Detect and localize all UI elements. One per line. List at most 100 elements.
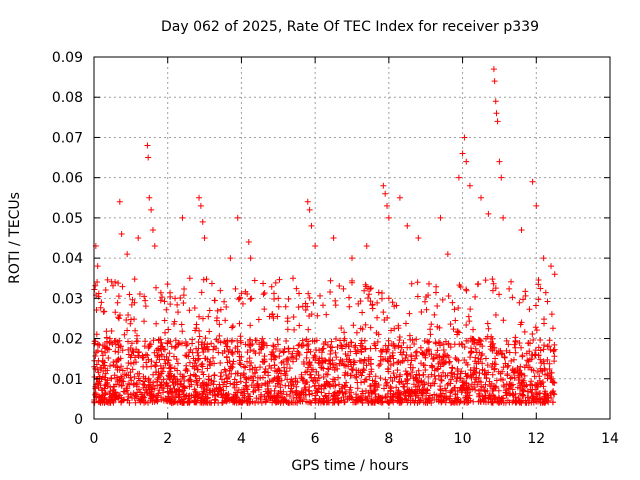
data-point — [347, 348, 354, 355]
data-point — [340, 285, 347, 292]
data-point — [101, 362, 108, 369]
data-point — [182, 339, 189, 346]
data-point — [428, 351, 435, 358]
data-point — [256, 350, 263, 357]
data-point — [485, 210, 492, 217]
data-point — [133, 332, 140, 339]
data-point — [534, 368, 541, 375]
data-point — [375, 362, 382, 369]
data-point — [390, 370, 397, 377]
data-point — [141, 394, 148, 401]
data-point — [541, 320, 548, 327]
data-point — [334, 390, 341, 397]
data-point — [407, 361, 414, 368]
data-point — [337, 360, 344, 367]
data-point — [455, 357, 462, 364]
chart-title: Day 062 of 2025, Rate Of TEC Index for r… — [161, 19, 539, 35]
data-point — [150, 383, 157, 390]
data-point — [457, 398, 464, 405]
data-point — [495, 399, 502, 406]
data-point — [362, 345, 369, 352]
data-point — [304, 198, 311, 205]
data-point — [548, 375, 555, 382]
data-point — [107, 363, 114, 370]
data-point — [275, 295, 282, 302]
data-point — [223, 304, 230, 311]
data-point — [236, 353, 243, 360]
data-point — [244, 386, 251, 393]
data-point — [198, 399, 205, 406]
data-point — [534, 379, 541, 386]
data-point — [415, 235, 422, 241]
data-point — [338, 397, 345, 404]
data-point — [505, 341, 512, 348]
data-point — [255, 316, 262, 323]
data-point — [518, 382, 525, 389]
data-point — [159, 294, 166, 301]
data-point — [148, 206, 155, 213]
data-point — [404, 222, 411, 229]
data-point — [303, 336, 310, 343]
data-point — [518, 226, 525, 233]
data-point — [205, 376, 212, 383]
data-point — [514, 384, 521, 391]
data-point — [432, 340, 439, 347]
data-point — [444, 381, 451, 388]
data-point — [385, 358, 392, 365]
data-point — [129, 348, 136, 355]
data-point — [431, 396, 438, 403]
data-point — [518, 397, 525, 404]
data-point — [115, 293, 122, 300]
data-point — [358, 358, 365, 365]
data-point — [284, 376, 291, 383]
data-point — [530, 393, 537, 400]
data-point — [169, 378, 176, 385]
data-point — [174, 301, 181, 308]
data-point — [100, 308, 107, 315]
data-point — [359, 369, 366, 376]
data-point — [309, 390, 316, 397]
data-point — [182, 352, 189, 359]
data-point — [208, 340, 215, 347]
data-point — [311, 397, 318, 404]
data-point — [127, 320, 134, 327]
data-point — [114, 299, 121, 306]
data-point — [433, 392, 440, 399]
data-point — [128, 377, 135, 384]
data-point — [548, 369, 555, 376]
data-point — [531, 397, 538, 404]
data-point — [246, 362, 253, 369]
data-point — [435, 396, 442, 403]
data-point — [503, 347, 510, 354]
data-point — [311, 352, 318, 359]
data-point — [165, 357, 172, 364]
data-point — [491, 78, 498, 85]
data-point — [341, 383, 348, 390]
data-point — [180, 292, 187, 299]
data-point — [145, 377, 152, 384]
data-point — [388, 327, 395, 334]
data-point — [332, 297, 339, 304]
data-point — [245, 239, 252, 246]
data-point — [111, 383, 118, 390]
data-point — [106, 391, 113, 398]
data-point — [541, 395, 548, 402]
data-point — [456, 375, 463, 382]
data-point — [198, 361, 205, 368]
data-point — [350, 322, 357, 329]
data-point — [312, 243, 319, 250]
data-point — [308, 311, 315, 318]
data-point — [282, 372, 289, 379]
data-point — [500, 364, 507, 371]
data-point — [384, 365, 391, 372]
data-point — [235, 296, 242, 303]
data-point — [229, 361, 236, 368]
data-point — [448, 370, 455, 377]
data-point — [535, 276, 542, 283]
data-point — [107, 384, 114, 391]
data-point — [273, 399, 280, 406]
data-point — [492, 311, 499, 318]
data-point — [551, 353, 558, 360]
data-point — [525, 340, 532, 347]
data-point — [485, 398, 492, 405]
